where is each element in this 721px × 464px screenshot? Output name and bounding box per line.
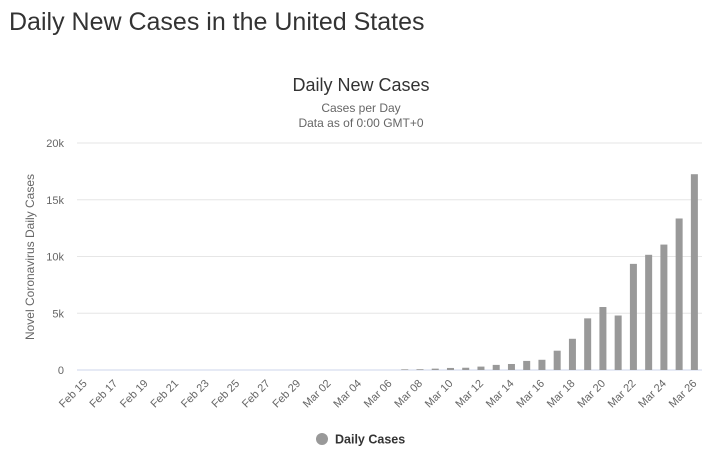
y-tick-label: 0	[58, 365, 64, 377]
y-tick-label: 15k	[46, 195, 64, 207]
bar-mar-18[interactable]	[568, 338, 576, 370]
bar-mar-15[interactable]	[523, 360, 531, 370]
x-tick-label: Mar 24	[636, 378, 669, 411]
legend[interactable]: Daily Cases	[316, 433, 405, 447]
x-tick-label: Feb 21	[149, 378, 182, 411]
bar-mar-21[interactable]	[614, 315, 622, 370]
x-tick-label: Feb 27	[240, 378, 273, 411]
bar-mar-23[interactable]	[645, 254, 653, 370]
bar-mar-20[interactable]	[599, 307, 607, 370]
chart-subtitle-2: Data as of 0:00 GMT+0	[298, 116, 423, 130]
x-tick-label: Mar 08	[392, 378, 425, 411]
x-tick-label: Feb 25	[209, 378, 242, 411]
x-tick-label: Mar 14	[484, 378, 517, 411]
chart-title: Daily New Cases	[292, 75, 429, 95]
x-tick-label: Mar 16	[514, 378, 547, 411]
x-tick-label: Feb 17	[88, 378, 121, 411]
bar-mar-17[interactable]	[553, 350, 561, 370]
bar-mar-14[interactable]	[507, 363, 515, 370]
bar-mar-12[interactable]	[477, 366, 485, 370]
x-tick-label: Mar 04	[331, 378, 364, 411]
x-tick-label: Mar 06	[362, 378, 395, 411]
bar-mar-09[interactable]	[431, 368, 439, 370]
bar-mar-11[interactable]	[462, 367, 470, 370]
x-tick-label: Mar 02	[301, 378, 334, 411]
x-tick-label: Mar 20	[575, 378, 608, 411]
page-title: Daily New Cases in the United States	[9, 8, 425, 36]
x-tick-label: Mar 18	[545, 378, 578, 411]
bar-mar-13[interactable]	[492, 364, 500, 370]
x-tick-label: Mar 10	[423, 378, 456, 411]
y-axis-label: Novel Coronavirus Daily Cases	[23, 174, 37, 340]
bar-mar-16[interactable]	[538, 359, 546, 370]
bar-mar-25[interactable]	[675, 218, 683, 370]
chart-subtitle-1: Cases per Day	[321, 101, 400, 115]
bar-mar-08[interactable]	[416, 369, 424, 370]
y-tick-label: 10k	[46, 252, 64, 264]
x-tick-label: Mar 22	[606, 378, 639, 411]
legend-label[interactable]: Daily Cases	[335, 433, 405, 447]
bar-mar-19[interactable]	[584, 318, 592, 370]
y-tick-label: 20k	[46, 138, 64, 150]
x-tick-label: Mar 12	[453, 378, 486, 411]
x-tick-label: Feb 15	[57, 378, 90, 411]
bar-mar-10[interactable]	[446, 367, 454, 370]
x-tick-label: Mar 26	[667, 378, 700, 411]
bar-mar-24[interactable]	[660, 244, 668, 370]
y-tick-label: 5k	[52, 308, 64, 320]
bar-mar-22[interactable]	[629, 263, 637, 370]
x-tick-label: Feb 23	[179, 378, 212, 411]
x-tick-label: Feb 29	[270, 378, 303, 411]
bar-mar-07[interactable]	[401, 369, 409, 370]
legend-marker	[316, 433, 328, 445]
x-tick-label: Feb 19	[118, 378, 151, 411]
bar-mar-26[interactable]	[690, 174, 698, 370]
